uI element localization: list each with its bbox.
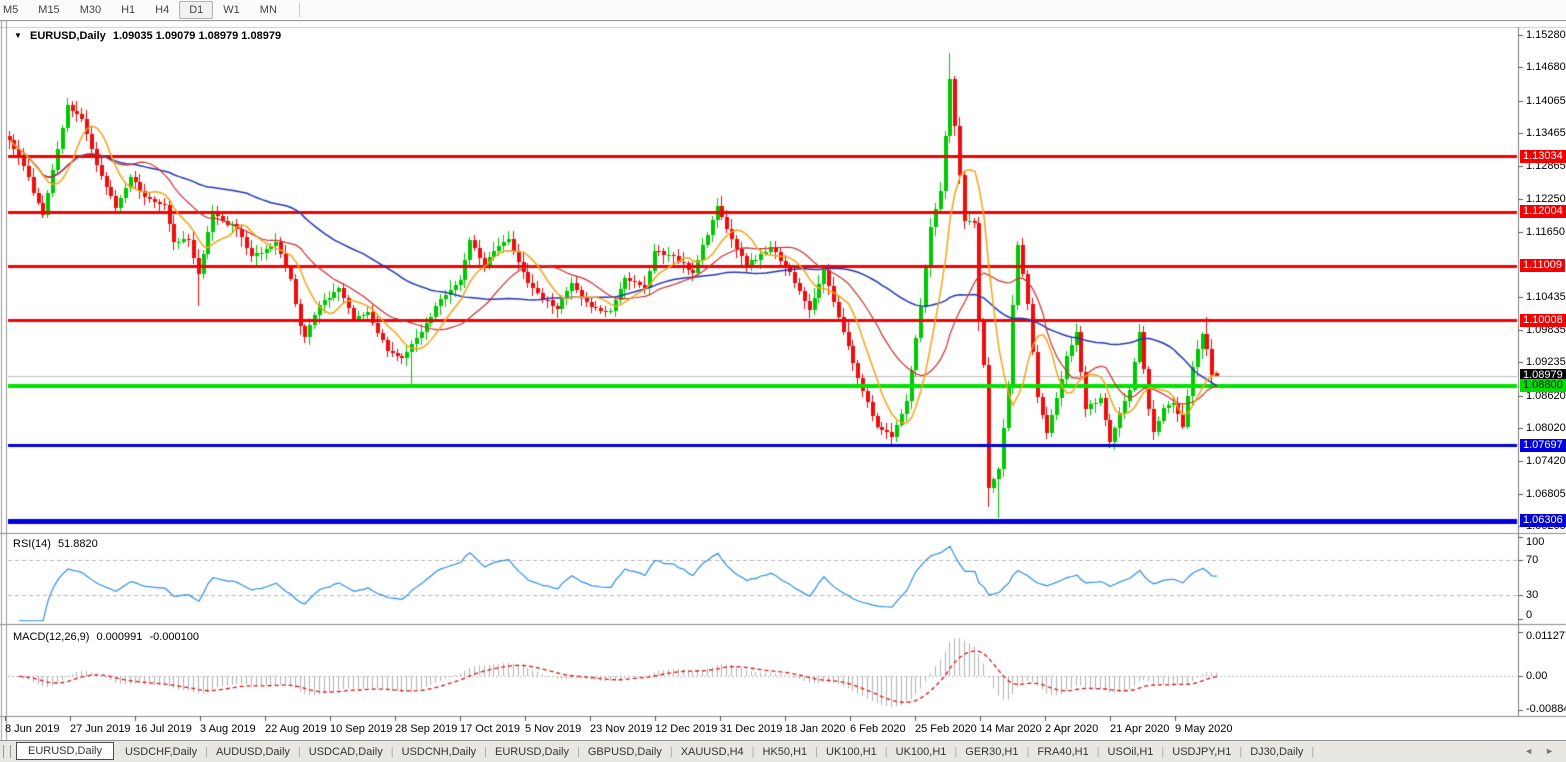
chart-tab-usdjpy-h1[interactable]: USDJPY,H1 (1172, 745, 1232, 758)
chart-tab-dj30-daily[interactable]: DJ30,Daily (1250, 745, 1304, 758)
chart-tab-eurusd-daily[interactable]: EURUSD,Daily (16, 741, 114, 760)
symbol-dropdown-icon[interactable]: ▼ (14, 31, 22, 40)
timeframe-toolbar: M5 M15 M30 H1 H4 D1 W1 MN (0, 0, 1566, 21)
chart-tab-audusd-daily[interactable]: AUDUSD,Daily (215, 745, 290, 758)
chart-symbol-label: EURUSD,Daily (29, 30, 106, 42)
tab-separator: | (1026, 745, 1030, 758)
tab-separator: | (390, 745, 394, 758)
macd-main-value: 0.000991 (96, 631, 143, 643)
macd-name: MACD(12,26,9) (13, 631, 90, 643)
tab-separator: | (751, 745, 755, 758)
chart-tab-hk50-h1[interactable]: HK50,H1 (762, 745, 808, 758)
chart-tab-xauusd-h4[interactable]: XAUUSD,H4 (680, 745, 744, 758)
tab-separator: | (484, 745, 488, 758)
rsi-indicator-label: RSI(14) 51.8820 (13, 538, 102, 550)
chart-tab-usoil-h1[interactable]: USOil,H1 (1107, 745, 1154, 758)
tab-scroll-arrows: ◄ ► (1512, 746, 1554, 756)
timeframe-button-m5[interactable]: M5 (3, 4, 19, 16)
chart-tab-ger30-h1[interactable]: GER30,H1 (965, 745, 1019, 758)
rsi-name: RSI(14) (13, 538, 51, 550)
tab-separator: | (1239, 745, 1243, 758)
tab-separator: | (297, 745, 301, 758)
tab-separator: | (1161, 745, 1165, 758)
tab-separator: | (1311, 745, 1315, 758)
chart-tab-usdchf-daily[interactable]: USDCHF,Daily (124, 745, 198, 758)
chart-tab-uk100-h1[interactable]: UK100,H1 (895, 745, 947, 758)
timeframe-button-d1[interactable]: D1 (179, 1, 214, 19)
timeframe-button-w1[interactable]: W1 (223, 4, 240, 16)
chart-tab-eurusd-daily[interactable]: EURUSD,Daily (495, 745, 569, 758)
tab-separator: | (577, 745, 580, 758)
chart-tab-usdcnh-daily[interactable]: USDCNH,Daily (401, 745, 477, 758)
tab-separator: | (815, 745, 819, 758)
timeframe-button-mn[interactable]: MN (259, 4, 277, 16)
chart-title[interactable]: ▼ EURUSD,Daily 1.09035 1.09079 1.08979 1… (14, 30, 285, 42)
timeframe-button-h1[interactable]: H1 (121, 4, 136, 16)
tab-separator: | (669, 745, 673, 758)
chart-tab-uk100-h1[interactable]: UK100,H1 (826, 745, 877, 758)
macd-indicator-label: MACD(12,26,9) 0.000991 -0.000100 (13, 631, 203, 643)
tab-scroll-right-icon[interactable]: ► (1545, 746, 1554, 756)
toolbar-divider (298, 3, 300, 17)
tabbar-grip[interactable] (3, 745, 11, 758)
chart-tab-usdcad-daily[interactable]: USDCAD,Daily (308, 745, 383, 758)
macd-signal-value: -0.000100 (149, 631, 199, 643)
chart-tab-fra40-h1[interactable]: FRA40,H1 (1037, 745, 1089, 758)
timeframe-button-m15[interactable]: M15 (38, 4, 60, 16)
tab-scroll-left-icon[interactable]: ◄ (1524, 746, 1534, 756)
tab-separator: | (1096, 745, 1100, 758)
chart-tab-gbpusd-daily[interactable]: GBPUSD,Daily (587, 745, 662, 758)
rsi-value: 51.8820 (57, 538, 98, 550)
tab-separator: | (884, 745, 888, 758)
timeframe-button-m30[interactable]: M30 (79, 4, 102, 16)
tab-separator: | (205, 745, 208, 758)
chart-tabbar: EURUSD,Daily USDCHF,Daily | AUDUSD,Daily | US… (0, 740, 1566, 762)
timeframe-button-h4[interactable]: H4 (155, 4, 170, 16)
tab-separator: | (954, 745, 958, 758)
chart-ohlc-quote: 1.09035 1.09079 1.08979 1.08979 (112, 30, 282, 42)
